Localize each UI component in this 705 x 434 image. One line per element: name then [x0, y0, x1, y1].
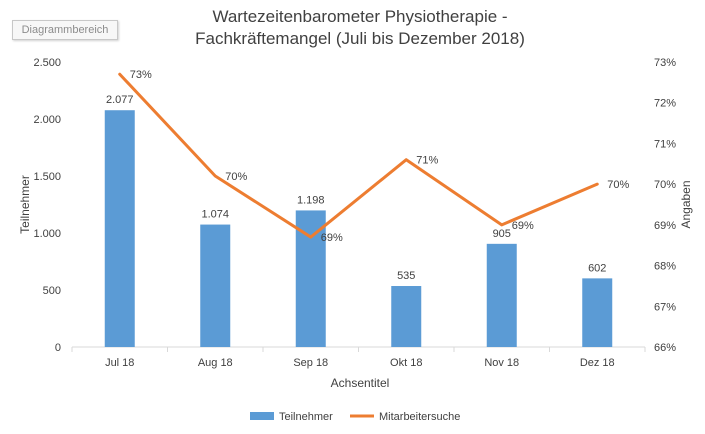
bar-data-label: 905 [493, 228, 511, 240]
y2-axis-title: Angaben [679, 180, 693, 228]
chart-area-tag[interactable]: Diagrammbereich [12, 20, 118, 40]
bar [582, 278, 613, 347]
x-tick-label: Nov 18 [484, 357, 519, 369]
bar-data-label: 1.198 [297, 194, 325, 206]
chart-title-line-2: Fachkräftemangel (Juli bis Dezember 2018… [195, 29, 525, 48]
bar [486, 243, 517, 347]
line-series [118, 72, 599, 239]
x-tick-label: Jul 18 [105, 357, 134, 369]
legend-label: Mitarbeitersuche [379, 411, 460, 423]
y2-tick-label: 67% [654, 301, 676, 313]
bar [391, 286, 422, 347]
y-axis-title: Teilnehmer [18, 175, 32, 234]
y-tick-label: 1.500 [33, 171, 61, 183]
line-data-label: 70% [607, 179, 629, 191]
line-data-label: 71% [416, 155, 438, 167]
x-tick-label: Okt 18 [390, 357, 422, 369]
y-tick-label: 500 [43, 285, 61, 297]
y2-tick-label: 66% [654, 342, 676, 354]
y2-tick-label: 73% [654, 57, 676, 69]
y-tick-label: 2.500 [33, 57, 61, 69]
legend-swatch-bar [250, 412, 274, 420]
line-data-label: 70% [225, 171, 247, 183]
chart-title-line-1: Wartezeitenbarometer Physiotherapie - [212, 7, 507, 26]
y2-tick-label: 72% [654, 98, 676, 110]
x-tick-label: Aug 18 [198, 357, 233, 369]
bar-data-label: 1.074 [201, 209, 229, 221]
y2-tick-label: 69% [654, 220, 676, 232]
bar-data-label: 535 [397, 270, 415, 282]
y2-tick-label: 70% [654, 179, 676, 191]
y-tick-label: 2.000 [33, 114, 61, 126]
bar [295, 210, 326, 347]
line-data-label: 69% [512, 220, 534, 232]
bar-data-label: 2.077 [106, 94, 134, 106]
x-tick-label: Dez 18 [580, 357, 615, 369]
bar [200, 224, 231, 347]
bar-data-label: 602 [588, 262, 606, 274]
x-axis-title: Achsentitel [331, 376, 390, 390]
y-tick-label: 1.000 [33, 228, 61, 240]
y-tick-label: 0 [55, 342, 61, 354]
line-data-label: 73% [130, 69, 152, 81]
y2-tick-label: 71% [654, 138, 676, 150]
y2-tick-label: 68% [654, 261, 676, 273]
x-tick-label: Sep 18 [293, 357, 328, 369]
line-data-label: 69% [321, 232, 343, 244]
bar [104, 110, 135, 347]
legend-label: Teilnehmer [279, 411, 333, 423]
